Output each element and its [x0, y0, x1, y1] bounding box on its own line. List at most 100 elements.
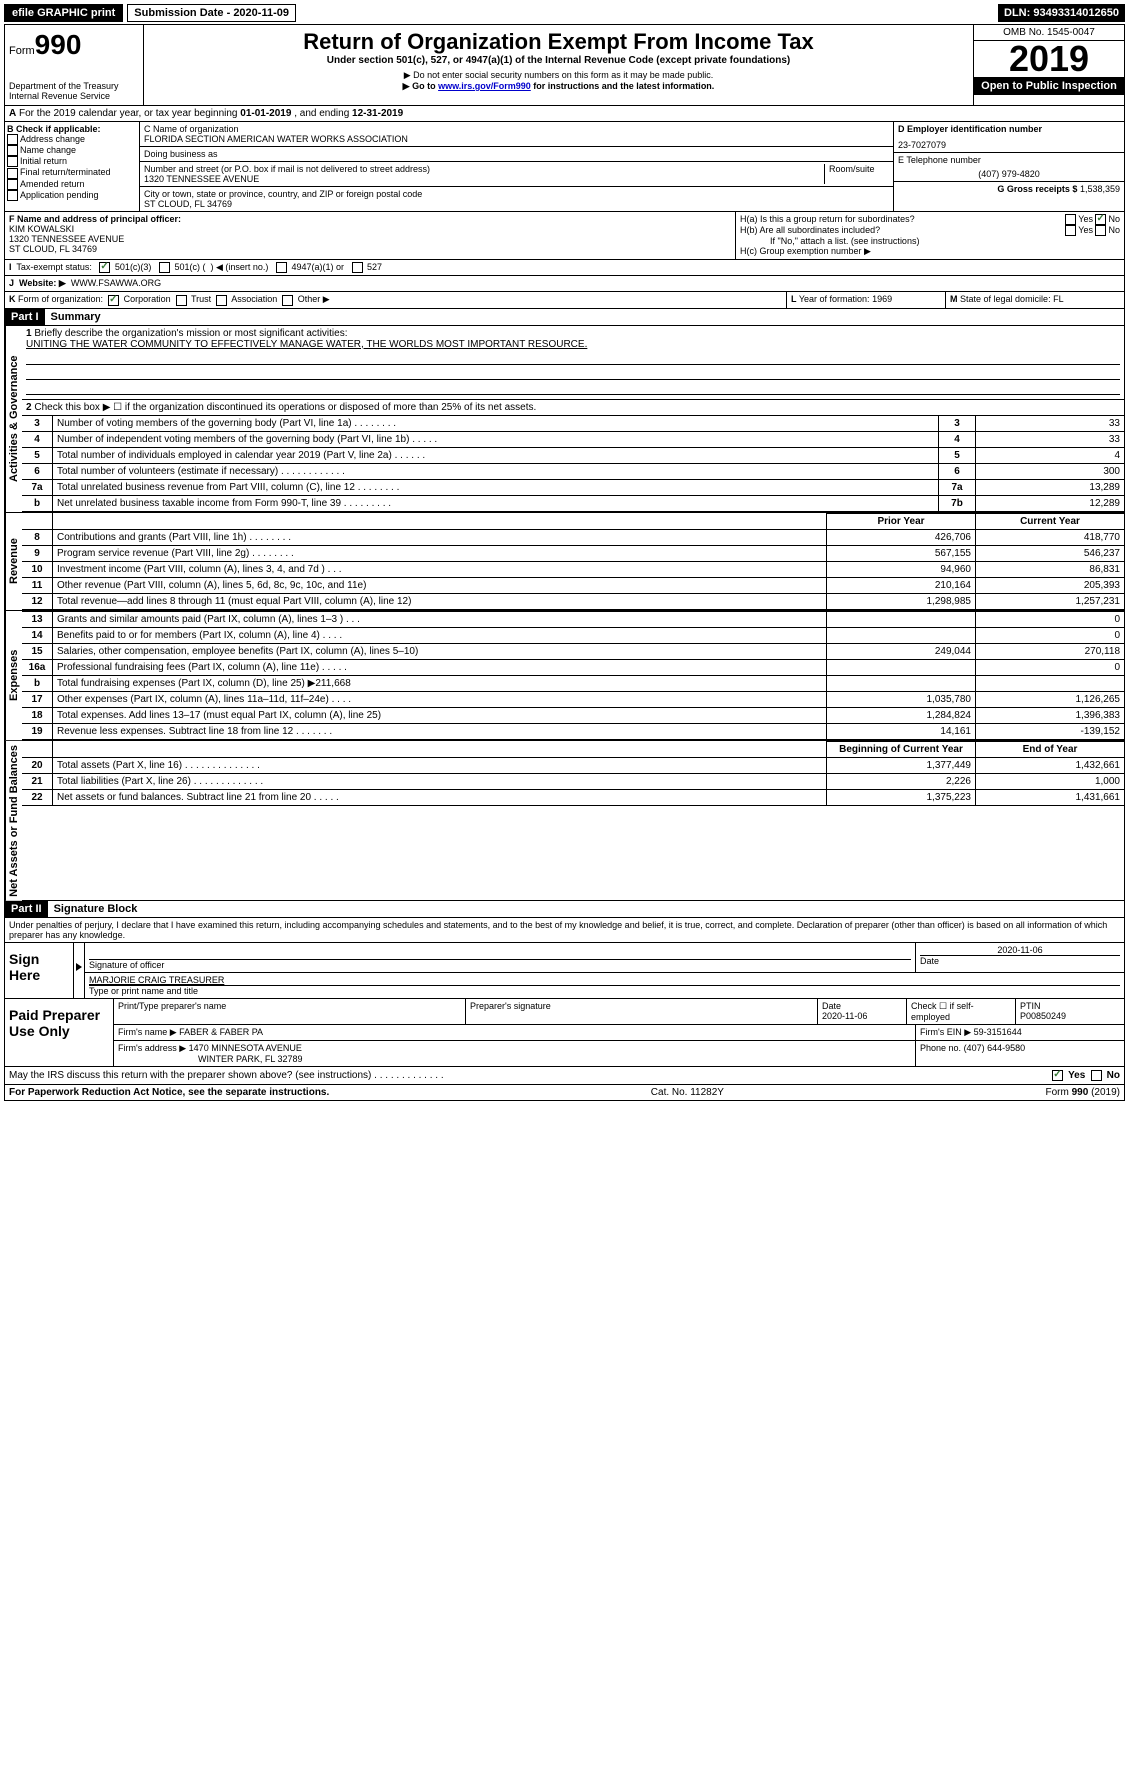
table-row: 11 Other revenue (Part VIII, column (A),…: [22, 577, 1124, 593]
city-label: City or town, state or province, country…: [144, 189, 889, 199]
section-f: F Name and address of principal officer:…: [5, 212, 736, 259]
footer-center: Cat. No. 11282Y: [651, 1087, 724, 1098]
section-h: H(a) Is this a group return for subordin…: [736, 212, 1124, 259]
501c-checkbox[interactable]: [159, 262, 170, 273]
row-num: 20: [22, 757, 53, 773]
firm-addr-label: Firm's address ▶: [118, 1043, 186, 1053]
row-num: 9: [22, 545, 53, 561]
prior-value: 2,226: [827, 773, 976, 789]
table-row: 18 Total expenses. Add lines 13–17 (must…: [22, 707, 1124, 723]
row-num: 16a: [22, 659, 53, 675]
form-subtitle: Under section 501(c), 527, or 4947(a)(1)…: [148, 55, 969, 66]
governance-section: Activities & Governance 1 Briefly descri…: [5, 326, 1124, 513]
expenses-label: Expenses: [5, 611, 22, 740]
part1-header-row: Part I Summary: [5, 309, 1124, 326]
row-label: Salaries, other compensation, employee b…: [53, 643, 827, 659]
current-value: 0: [976, 659, 1125, 675]
dba-label: Doing business as: [144, 149, 889, 159]
officer-addr2: ST CLOUD, FL 34769: [9, 244, 97, 254]
527-checkbox[interactable]: [352, 262, 363, 273]
b-initial-return[interactable]: Initial return: [7, 156, 137, 167]
firm-addr2: WINTER PARK, FL 32789: [118, 1054, 303, 1064]
discuss-row: May the IRS discuss this return with the…: [5, 1067, 1124, 1085]
prep-phone-label: Phone no.: [920, 1043, 961, 1053]
row-num: 8: [22, 529, 53, 545]
other-checkbox[interactable]: [282, 295, 293, 306]
current-value: 270,118: [976, 643, 1125, 659]
declaration: Under penalties of perjury, I declare th…: [5, 918, 1124, 943]
row-label: Professional fundraising fees (Part IX, …: [53, 659, 827, 675]
assoc-checkbox[interactable]: [216, 295, 227, 306]
discuss-answer: Yes No: [1052, 1070, 1120, 1081]
website-value: WWW.FSAWWA.ORG: [71, 278, 161, 288]
trust-checkbox[interactable]: [176, 295, 187, 306]
header-center: Return of Organization Exempt From Incom…: [144, 25, 973, 105]
b-name-change[interactable]: Name change: [7, 145, 137, 156]
ptin-label: PTIN: [1020, 1001, 1120, 1011]
firm-addr-row: Firm's address ▶ 1470 MINNESOTA AVENUE W…: [114, 1041, 1124, 1066]
paid-preparer-section: Paid Preparer Use Only Print/Type prepar…: [5, 999, 1124, 1067]
footer-right: Form 990 (2019): [1046, 1087, 1120, 1098]
trust-label: Trust: [191, 294, 211, 304]
current-value: 418,770: [976, 529, 1125, 545]
officer-printed-name: MARJORIE CRAIG TREASURER: [89, 975, 1120, 985]
row-num: 11: [22, 577, 53, 593]
gross-label: G Gross receipts $: [997, 184, 1077, 194]
b-application-pending[interactable]: Application pending: [7, 190, 137, 201]
row-label: Total number of individuals employed in …: [53, 447, 939, 463]
q2-row: 2 Check this box ▶ ☐ if the organization…: [22, 399, 1124, 415]
current-value: 1,257,231: [976, 593, 1125, 609]
self-employed-check[interactable]: Check ☐ if self-employed: [907, 999, 1016, 1024]
b-amended-return[interactable]: Amended return: [7, 179, 137, 190]
gross-cell: G Gross receipts $ 1,538,359: [894, 182, 1124, 196]
tax-year-end: 12-31-2019: [352, 108, 403, 119]
row-m: M State of legal domicile: FL: [946, 292, 1124, 307]
501c-pre: 501(c) (: [174, 262, 205, 272]
row-a-pre: For the 2019 calendar year, or tax year …: [19, 108, 240, 119]
netassets-label: Net Assets or Fund Balances: [5, 741, 22, 901]
table-row: 16a Professional fundraising fees (Part …: [22, 659, 1124, 675]
4947-checkbox[interactable]: [276, 262, 287, 273]
527-label: 527: [367, 262, 382, 272]
row-box: 4: [939, 431, 976, 447]
discuss-no-checkbox[interactable]: [1091, 1070, 1102, 1081]
table-row: b Total fundraising expenses (Part IX, c…: [22, 675, 1124, 691]
current-value: 1,432,661: [976, 757, 1125, 773]
hc-label: H(c) Group exemption number ▶: [740, 246, 1120, 257]
city-cell: City or town, state or province, country…: [140, 187, 893, 211]
efile-button[interactable]: efile GRAPHIC print: [4, 4, 123, 22]
row-label: Benefits paid to or for members (Part IX…: [53, 627, 827, 643]
row-label: Number of independent voting members of …: [53, 431, 939, 447]
table-row: 6 Total number of volunteers (estimate i…: [22, 463, 1124, 479]
firm-name: FABER & FABER PA: [179, 1027, 263, 1037]
discuss-yes-checkbox[interactable]: [1052, 1070, 1063, 1081]
row-box: 3: [939, 415, 976, 431]
note-ssn: ▶ Do not enter social security numbers o…: [148, 70, 969, 81]
b-address-change[interactable]: Address change: [7, 134, 137, 145]
ein-cell: D Employer identification number 23-7027…: [894, 122, 1124, 153]
sign-arrow: [74, 943, 85, 998]
expenses-section: Expenses 13 Grants and similar amounts p…: [5, 611, 1124, 741]
revenue-table: Prior Year Current Year 8 Contributions …: [22, 513, 1124, 610]
corp-checkbox[interactable]: [108, 295, 119, 306]
sign-here-label: Sign Here: [5, 943, 74, 998]
table-row: 8 Contributions and grants (Part VIII, l…: [22, 529, 1124, 545]
current-value: 86,831: [976, 561, 1125, 577]
section-bcd: B Check if applicable: Address change Na…: [5, 122, 1124, 212]
row-label: Other revenue (Part VIII, column (A), li…: [53, 577, 827, 593]
table-row: 4 Number of independent voting members o…: [22, 431, 1124, 447]
note-goto: ▶ Go to www.irs.gov/Form990 for instruct…: [148, 81, 969, 92]
current-value: 205,393: [976, 577, 1125, 593]
501c3-checkbox[interactable]: [99, 262, 110, 273]
table-row: 15 Salaries, other compensation, employe…: [22, 643, 1124, 659]
row-num: 21: [22, 773, 53, 789]
row-label: Total revenue—add lines 8 through 11 (mu…: [53, 593, 827, 609]
org-name-cell: C Name of organization FLORIDA SECTION A…: [140, 122, 893, 147]
year-formation: 1969: [872, 294, 892, 304]
row-klm: K Form of organization: Corporation Trus…: [5, 292, 1124, 308]
form-container: Form990 Department of the Treasury Inter…: [4, 24, 1125, 1101]
b-final-return[interactable]: Final return/terminated: [7, 167, 137, 178]
irs-link[interactable]: www.irs.gov/Form990: [438, 81, 531, 91]
row-value: 12,289: [976, 495, 1125, 511]
row-label: Contributions and grants (Part VIII, lin…: [53, 529, 827, 545]
